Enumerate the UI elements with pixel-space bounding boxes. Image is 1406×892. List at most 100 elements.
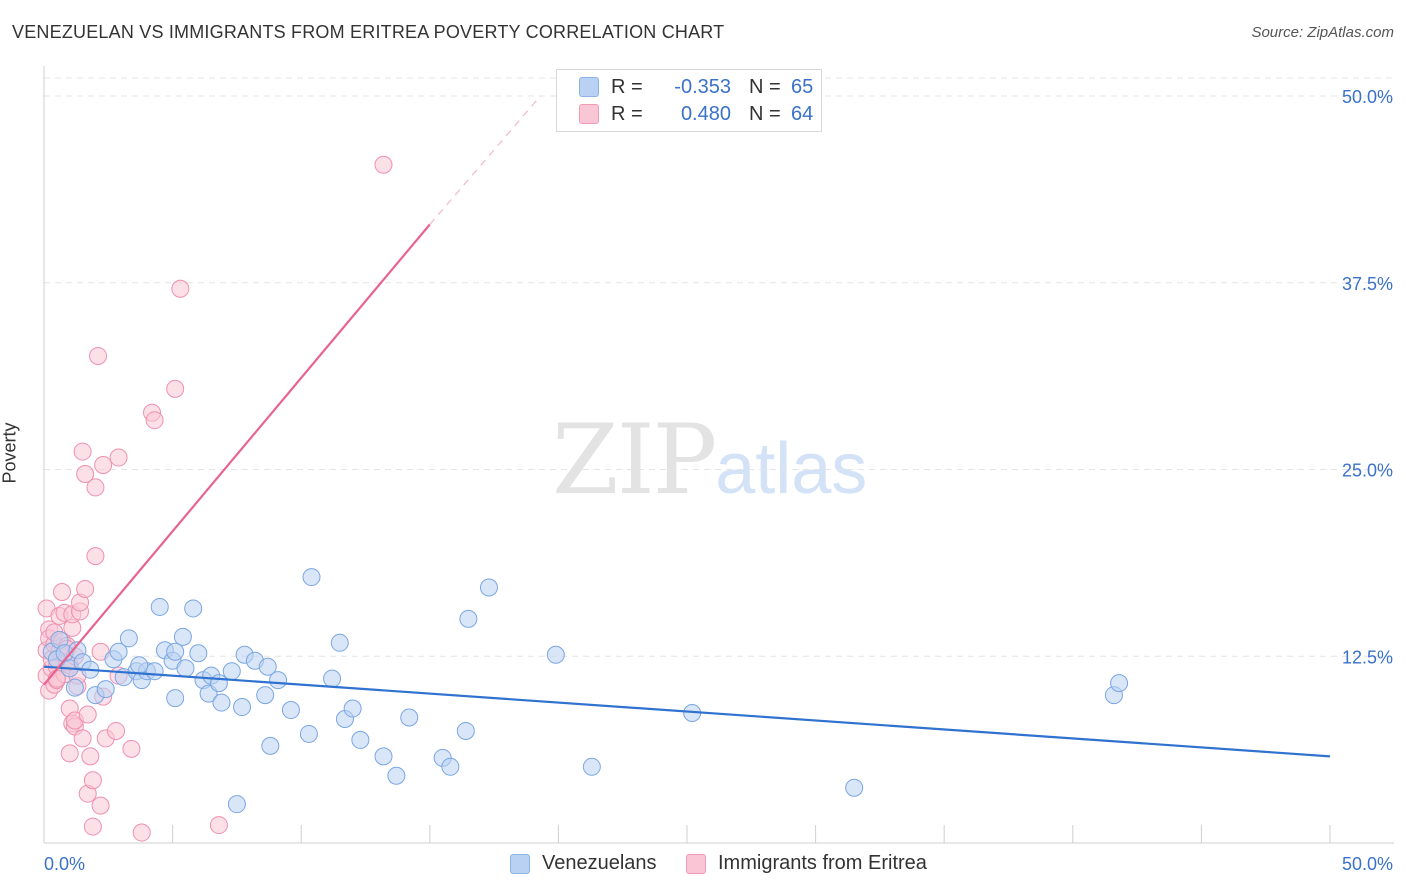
eritrea-point (81, 747, 100, 766)
venezuelan-point (351, 730, 370, 749)
legend-item-eritrea[interactable]: Immigrants from Eritrea (686, 852, 927, 875)
pink-swatch (579, 104, 599, 124)
eritrea-point (73, 729, 92, 748)
x-tick-label: 0.0% (44, 854, 85, 874)
eritrea-point (132, 823, 151, 842)
gridlines (44, 77, 1394, 657)
watermark-zip: ZIP (552, 404, 717, 516)
eritrea-point (109, 448, 128, 467)
venezuelan-point (845, 778, 864, 797)
venezuelan-point (343, 699, 362, 718)
venezuelan-point (96, 680, 115, 699)
pink-swatch (686, 853, 706, 874)
y-tick-label: 37.5% (1342, 274, 1393, 294)
r-label: R = (611, 75, 643, 98)
venezuelan-point (176, 659, 195, 678)
venezuelan-point (209, 674, 228, 693)
venezuelan-point (212, 693, 231, 712)
venezuelan-point (302, 568, 321, 587)
venezuelan-point (299, 724, 318, 743)
y-tick-label: 50.0% (1342, 87, 1393, 107)
eritrea-trend-line (43, 223, 431, 686)
blue-swatch (510, 853, 530, 874)
venezuelan-point (374, 747, 393, 766)
venezuelan-point (189, 644, 208, 663)
venezuelan-point (227, 795, 246, 814)
venezuelan-point (166, 642, 185, 661)
venezuelan-point (400, 708, 419, 727)
eritrea-point (86, 478, 105, 497)
y-tick-label: 25.0% (1342, 461, 1393, 481)
eritrea-point (83, 817, 102, 836)
r-value: 0.480 (680, 102, 731, 125)
eritrea-points (37, 155, 393, 842)
eritrea-point (76, 580, 95, 599)
legend-label: Venezuelans (542, 852, 657, 874)
eritrea-point (53, 583, 72, 602)
venezuelan-point (479, 578, 498, 597)
venezuelan-point (145, 662, 164, 681)
venezuelan-point (582, 757, 601, 776)
venezuelan-point (166, 689, 185, 708)
eritrea-point (166, 379, 185, 398)
n-value: 65 (791, 75, 814, 98)
venezuelan-point (150, 597, 169, 616)
axes (43, 66, 1394, 844)
venezuelan-point (184, 599, 203, 618)
venezuelan-point (261, 736, 280, 755)
y-tick-label: 12.5% (1342, 647, 1393, 667)
eritrea-point (76, 464, 95, 483)
venezuelan-point (441, 757, 460, 776)
x-tick-label: 50.0% (1342, 854, 1393, 874)
venezuelan-point (330, 633, 349, 652)
eritrea-point (60, 744, 79, 763)
venezuelan-point (387, 766, 406, 785)
n-label: N = (749, 102, 781, 125)
eritrea-trend-extension (429, 95, 541, 225)
venezuelan-point (459, 609, 478, 628)
n-label: N = (749, 75, 781, 98)
eritrea-point (374, 155, 393, 174)
venezuelan-trend-line (43, 665, 1331, 758)
venezuelan-point (546, 645, 565, 664)
legend-row-eritrea: R = 0.480 N = 64 (579, 102, 813, 126)
eritrea-point (89, 346, 108, 365)
legend-item-venezuelans[interactable]: Venezuelans (510, 852, 657, 875)
r-label: R = (611, 102, 643, 125)
venezuelan-point (281, 701, 300, 720)
legend-row-venezuelans: R = -0.353 N = 65 (579, 75, 813, 99)
eritrea-point (107, 721, 126, 740)
venezuelan-point (119, 629, 138, 648)
eritrea-point (94, 456, 113, 475)
venezuelan-point (173, 627, 192, 646)
legend-label: Immigrants from Eritrea (718, 852, 927, 874)
correlation-legend: R = -0.353 N = 65 R = 0.480 N = 64 (556, 69, 822, 132)
eritrea-point (171, 279, 190, 298)
eritrea-point (78, 705, 97, 724)
eritrea-point (122, 739, 141, 758)
venezuelan-point (1110, 674, 1129, 693)
venezuelan-point (109, 642, 128, 661)
trend-lines (43, 95, 1331, 758)
venezuelan-point (456, 721, 475, 740)
venezuelan-point (233, 698, 252, 717)
chart-title: VENEZUELAN VS IMMIGRANTS FROM ERITREA PO… (12, 22, 725, 42)
eritrea-point (91, 796, 110, 815)
n-value: 64 (791, 102, 814, 125)
venezuelan-point (269, 671, 288, 690)
venezuelan-point (258, 657, 277, 676)
r-value: -0.353 (674, 75, 731, 98)
eritrea-point (86, 547, 105, 566)
series-legend: Venezuelans Immigrants from Eritrea (0, 852, 1406, 878)
eritrea-point (73, 442, 92, 461)
venezuelan-point (323, 669, 342, 688)
source-attribution: Source: ZipAtlas.com (1251, 24, 1394, 41)
eritrea-point (145, 411, 164, 430)
venezuelan-point (65, 678, 84, 697)
venezuelan-point (222, 662, 241, 681)
venezuelan-points (42, 568, 1129, 814)
eritrea-point (209, 816, 228, 835)
blue-swatch (579, 77, 599, 97)
tick-labels: 12.5% 25.0% 37.5% 50.0% 0.0% 50.0% (44, 87, 1393, 874)
